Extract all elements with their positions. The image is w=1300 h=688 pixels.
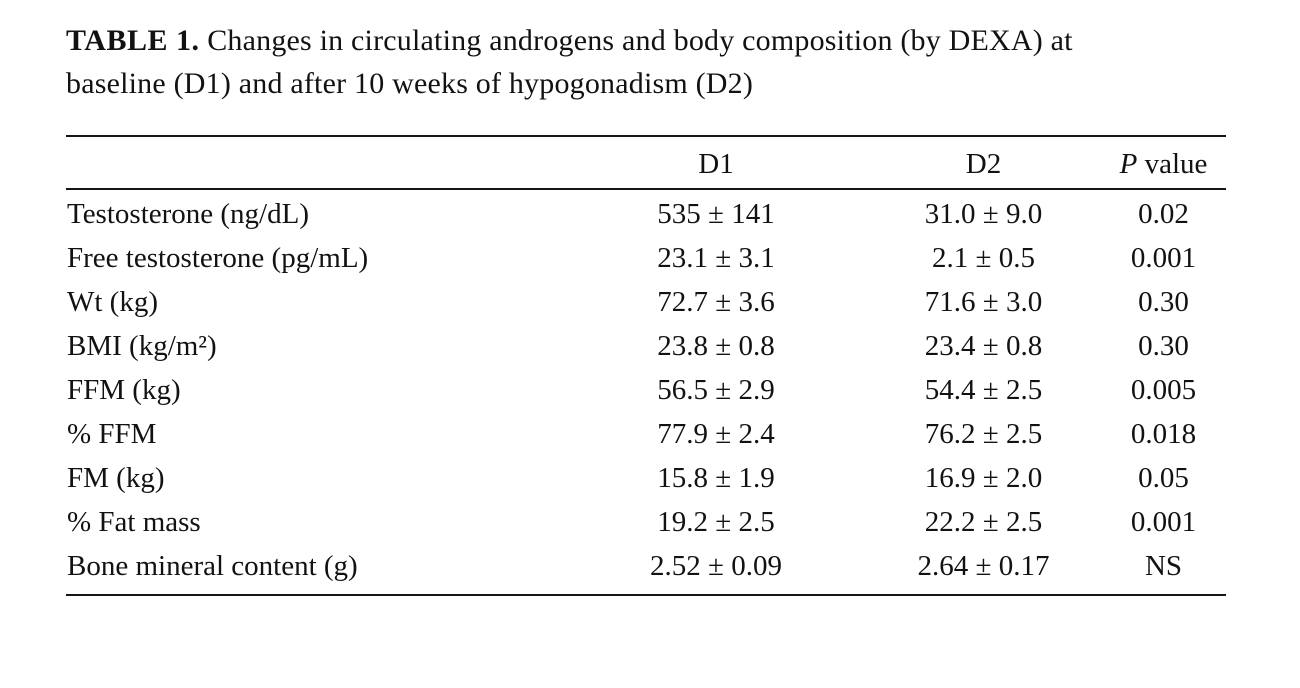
table-header: D1 D2 P value (66, 136, 1226, 191)
d1-value: 77.9 ± 2.4 (657, 418, 775, 451)
pvalue-italic-p: P (1119, 148, 1138, 181)
d2-value: 76.2 ± 2.5 (924, 418, 1043, 451)
d1-value: 23.1 ± 3.1 (657, 242, 775, 275)
p-value: NS (1144, 550, 1183, 583)
results-table: D1 D2 P value Testosterone (ng/dL) 535 ±… (66, 135, 1226, 597)
table-row: % FFM 77.9 ± 2.4 76.2 ± 2.5 0.018 (66, 412, 1226, 456)
header-label-cell (66, 136, 566, 191)
d2-value: 71.6 ± 3.0 (924, 286, 1043, 319)
d1-value: 56.5 ± 2.9 (657, 374, 775, 407)
d2-value: 16.9 ± 2.0 (924, 462, 1043, 495)
p-value: 0.30 (1138, 330, 1189, 363)
header-pvalue-cell: P value (1101, 136, 1226, 191)
d1-value: 535 ± 141 (657, 198, 775, 231)
p-value: 0.30 (1138, 286, 1189, 319)
table-caption: TABLE 1. Changes in circulating androgen… (66, 20, 1156, 105)
table-row: FFM (kg) 56.5 ± 2.9 54.4 ± 2.5 0.005 (66, 368, 1226, 412)
row-label: % Fat mass (67, 506, 201, 539)
row-label: Testosterone (ng/dL) (67, 198, 309, 231)
header-d1-cell: D1 (566, 136, 866, 191)
table-row: FM (kg) 15.8 ± 1.9 16.9 ± 2.0 0.05 (66, 456, 1226, 500)
pvalue-rest: value (1144, 148, 1208, 181)
d2-value: 22.2 ± 2.5 (924, 506, 1043, 539)
row-label: FFM (kg) (67, 374, 181, 407)
table-row: Testosterone (ng/dL) 535 ± 141 31.0 ± 9.… (66, 189, 1226, 236)
d1-value: 19.2 ± 2.5 (657, 506, 775, 539)
table-row: Free testosterone (pg/mL) 23.1 ± 3.1 2.1… (66, 236, 1226, 280)
d1-value: 2.52 ± 0.09 (650, 550, 782, 583)
d1-value: 15.8 ± 1.9 (657, 462, 775, 495)
row-label: FM (kg) (67, 462, 165, 495)
p-value: 0.001 (1130, 242, 1197, 275)
d1-value: 23.8 ± 0.8 (657, 330, 775, 363)
row-label: % FFM (67, 418, 157, 451)
row-label: Bone mineral content (g) (67, 550, 358, 583)
d2-value: 2.1 ± 0.5 (932, 242, 1035, 275)
d1-value: 72.7 ± 3.6 (657, 286, 775, 319)
row-label: Wt (kg) (67, 286, 158, 319)
table-body: Testosterone (ng/dL) 535 ± 141 31.0 ± 9.… (66, 189, 1226, 595)
table-row: BMI (kg/m²) 23.8 ± 0.8 23.4 ± 0.8 0.30 (66, 324, 1226, 368)
p-value: 0.02 (1138, 198, 1189, 231)
p-value: 0.001 (1130, 506, 1197, 539)
d2-value: 31.0 ± 9.0 (924, 198, 1043, 231)
d2-value: 23.4 ± 0.8 (924, 330, 1043, 363)
paper-table-figure: TABLE 1. Changes in circulating androgen… (66, 20, 1226, 597)
p-value: 0.018 (1130, 418, 1197, 451)
row-label: Free testosterone (pg/mL) (67, 242, 369, 275)
header-d2-cell: D2 (866, 136, 1101, 191)
table-caption-text: Changes in circulating androgens and bod… (66, 24, 1073, 100)
d2-value: 2.64 ± 0.17 (917, 550, 1050, 583)
p-value: 0.005 (1130, 374, 1197, 407)
table-row: Bone mineral content (g) 2.52 ± 0.09 2.6… (66, 544, 1226, 595)
table-row: Wt (kg) 72.7 ± 3.6 71.6 ± 3.0 0.30 (66, 280, 1226, 324)
table-caption-label: TABLE 1. (66, 24, 200, 57)
d2-value: 54.4 ± 2.5 (924, 374, 1043, 407)
table-row: % Fat mass 19.2 ± 2.5 22.2 ± 2.5 0.001 (66, 500, 1226, 544)
p-value: 0.05 (1138, 462, 1189, 495)
header-row: D1 D2 P value (66, 136, 1226, 191)
row-label: BMI (kg/m²) (67, 330, 217, 363)
